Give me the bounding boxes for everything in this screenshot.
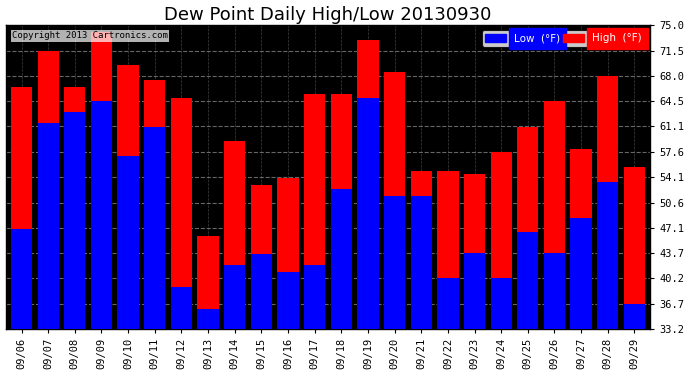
Bar	[491, 278, 512, 375]
Bar	[11, 87, 32, 375]
Bar	[624, 167, 645, 375]
Bar	[250, 185, 272, 375]
Bar	[437, 278, 459, 375]
Bar	[624, 304, 645, 375]
Title: Dew Point Daily High/Low 20130930: Dew Point Daily High/Low 20130930	[164, 6, 492, 24]
Bar	[197, 309, 219, 375]
Bar	[571, 149, 592, 375]
Bar	[144, 127, 166, 375]
Bar	[224, 265, 246, 375]
Bar	[64, 87, 86, 375]
Bar	[464, 253, 485, 375]
Bar	[277, 272, 299, 375]
Bar	[464, 174, 485, 375]
Bar	[197, 236, 219, 375]
Bar	[544, 102, 565, 375]
Bar	[37, 123, 59, 375]
Bar	[224, 141, 246, 375]
Bar	[518, 232, 538, 375]
Bar	[170, 287, 192, 375]
Bar	[491, 152, 512, 375]
Bar	[37, 51, 59, 375]
Bar	[117, 65, 139, 375]
Bar	[384, 196, 405, 375]
Bar	[357, 40, 379, 375]
Text: Copyright 2013 Cartronics.com: Copyright 2013 Cartronics.com	[12, 31, 168, 40]
Bar	[411, 196, 432, 375]
Bar	[117, 156, 139, 375]
Bar	[91, 102, 112, 375]
Bar	[571, 218, 592, 375]
Bar	[91, 32, 112, 375]
Bar	[331, 189, 352, 375]
Bar	[331, 94, 352, 375]
Bar	[250, 254, 272, 375]
Bar	[64, 112, 86, 375]
Bar	[170, 98, 192, 375]
Bar	[597, 182, 618, 375]
Bar	[384, 72, 405, 375]
Bar	[544, 253, 565, 375]
Bar	[411, 171, 432, 375]
Bar	[277, 178, 299, 375]
Bar	[11, 229, 32, 375]
Bar	[437, 171, 459, 375]
Bar	[597, 76, 618, 375]
Bar	[304, 94, 325, 375]
Bar	[304, 265, 325, 375]
Bar	[144, 80, 166, 375]
Bar	[518, 127, 538, 375]
Legend: Low  (°F), High  (°F): Low (°F), High (°F)	[482, 30, 645, 46]
Bar	[357, 98, 379, 375]
